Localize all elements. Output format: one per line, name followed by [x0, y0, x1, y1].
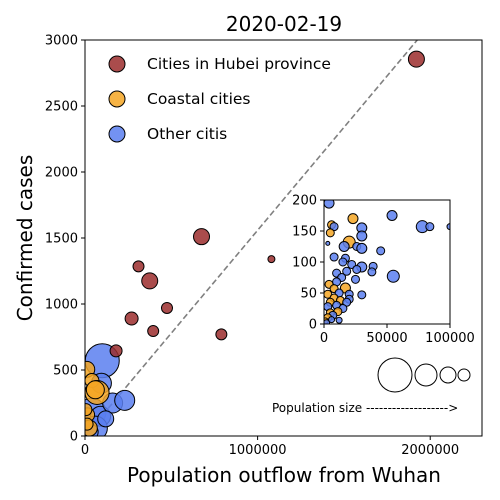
inset-data-point: [386, 210, 398, 221]
data-point: [132, 260, 145, 273]
data-point: [124, 311, 139, 326]
legend-marker: [108, 125, 126, 143]
inset-data-points: [324, 200, 450, 324]
inset-x-tick-label: 0: [320, 331, 328, 346]
population-size-label: Population size ------------------->: [272, 401, 458, 415]
population-size-bubble: [414, 363, 438, 387]
inset-y-tick-label: 200: [292, 194, 317, 209]
population-size-bubble: [439, 366, 457, 384]
data-point: [267, 255, 276, 264]
inset-y-tick-label: 100: [292, 256, 317, 271]
inset-data-point: [356, 230, 368, 242]
data-point: [407, 50, 425, 68]
y-tick-label: 3000: [45, 34, 78, 49]
inset-x-tick-label: 50000: [366, 331, 407, 346]
population-size-bubble: [377, 357, 413, 393]
data-point: [85, 417, 94, 431]
inset-data-point: [376, 246, 386, 256]
inset-data-point: [335, 316, 343, 324]
x-tick-label: 0: [81, 443, 89, 458]
inset-data-point: [351, 274, 360, 284]
data-point: [215, 328, 228, 341]
data-point: [193, 228, 211, 246]
y-tick-label: 1000: [45, 298, 78, 313]
inset-data-point: [356, 242, 368, 254]
y-tick-label: 1500: [45, 232, 78, 247]
data-point: [109, 344, 123, 358]
inset-data-point: [357, 290, 367, 300]
data-point: [97, 410, 115, 428]
plot-frame: [84, 39, 483, 437]
inset-data-point: [386, 269, 400, 283]
inset-data-point: [342, 266, 352, 276]
data-point: [85, 380, 105, 400]
legend-marker: [108, 90, 126, 108]
inset-y-tick-label: 50: [300, 287, 317, 302]
inset-data-point: [338, 257, 348, 267]
data-point: [114, 389, 136, 411]
legend-label: Other citis: [147, 125, 227, 143]
inset-data-point: [352, 264, 362, 274]
legend-label: Coastal cities: [147, 90, 251, 108]
data-point: [147, 325, 160, 338]
inset-data-point: [347, 213, 359, 225]
inset-data-point: [324, 319, 331, 324]
data-points: [85, 50, 425, 436]
inset-data-point: [329, 252, 339, 262]
legend-label: Cities in Hubei province: [147, 55, 331, 73]
inset-plot: 0 50 100 150 200 0 50000 100000: [292, 194, 475, 347]
inset-x-tick-label: 100000: [425, 331, 475, 346]
y-axis-label: Confirmed cases: [13, 155, 37, 322]
chart-title: 2020-02-19: [226, 12, 342, 36]
population-size-legend: Population size ------------------->: [272, 357, 471, 415]
inset-data-point: [325, 240, 331, 246]
inset-data-point: [338, 241, 350, 252]
inset-data-point: [425, 222, 435, 232]
inset-data-point: [446, 223, 450, 231]
x-tick-label: 1000000: [229, 443, 287, 458]
y-tick-label: 2500: [45, 100, 78, 115]
inset-data-point: [367, 267, 377, 277]
inset-data-point: [325, 228, 335, 238]
legend: Cities in Hubei province Coastal cities Ot…: [108, 55, 331, 143]
data-point: [85, 403, 93, 417]
y-tick-label: 2000: [45, 166, 78, 181]
inset-frame: [323, 199, 451, 325]
data-point: [160, 301, 173, 314]
x-tick-label: 2000000: [401, 443, 459, 458]
data-point: [141, 272, 159, 290]
inset-y-tick-label: 0: [309, 318, 317, 333]
reference-line: [84, 39, 418, 437]
y-tick-label: 500: [53, 364, 78, 379]
x-axis-label: Population outflow from Wuhan: [127, 463, 441, 487]
inset-data-point: [328, 316, 336, 324]
legend-marker: [108, 55, 126, 73]
population-size-bubble: [457, 368, 471, 382]
inset-y-tick-label: 150: [292, 225, 317, 240]
y-tick-label: 0: [70, 430, 78, 445]
